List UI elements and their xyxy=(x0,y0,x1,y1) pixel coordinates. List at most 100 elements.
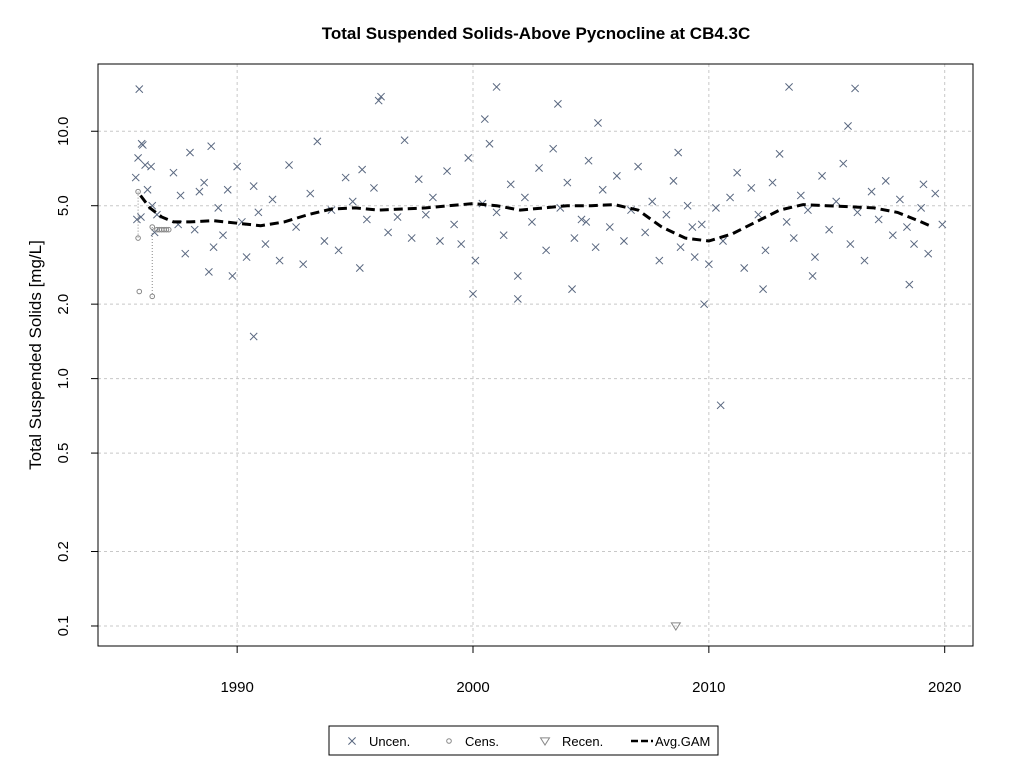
y-tick-label: 2.0 xyxy=(55,294,72,315)
uncensored-point xyxy=(605,223,614,231)
uncensored-point xyxy=(619,237,628,245)
uncensored-point xyxy=(181,249,190,258)
uncensored-point xyxy=(747,183,756,192)
uncensored-point xyxy=(542,246,551,255)
uncensored-point xyxy=(348,197,357,206)
uncensored-point xyxy=(137,139,146,148)
uncensored-point xyxy=(726,193,735,202)
uncensored-point xyxy=(844,122,852,130)
uncensored-point xyxy=(676,243,685,252)
uncensored-point xyxy=(400,136,409,145)
uncensored-point xyxy=(874,215,883,224)
uncensored-point xyxy=(789,234,798,243)
uncensored-point xyxy=(131,173,140,182)
uncensored-point xyxy=(513,294,522,303)
uncensored-point xyxy=(860,256,869,265)
uncensored-point xyxy=(358,165,367,174)
uncensored-point xyxy=(655,256,664,265)
uncensored-point xyxy=(209,243,218,252)
uncensored-point xyxy=(594,119,602,127)
uncensored-point xyxy=(369,183,378,192)
uncensored-point xyxy=(598,185,607,194)
uncensored-point xyxy=(634,162,643,171)
uncensored-point xyxy=(147,162,156,171)
uncensored-point xyxy=(582,217,591,226)
uncensored-point xyxy=(917,203,926,212)
uncensored-point xyxy=(697,220,706,229)
uncensored-point xyxy=(355,264,364,272)
x-tick-label: 2000 xyxy=(456,679,489,696)
uncensored-point xyxy=(740,264,749,272)
uncensored-point xyxy=(143,185,152,194)
legend-label-recen: Recen. xyxy=(562,734,603,749)
uncensored-point xyxy=(568,285,577,294)
uncensored-point xyxy=(195,187,204,196)
uncensored-point xyxy=(214,203,223,212)
uncensored-point xyxy=(853,208,862,217)
uncensored-point xyxy=(716,401,725,410)
legend-cens-icon xyxy=(446,738,452,744)
gam-curve xyxy=(139,194,934,243)
uncensored-point xyxy=(384,228,393,237)
uncensored-point xyxy=(648,197,657,206)
uncensored-point xyxy=(219,231,227,240)
uncensored-point xyxy=(808,272,817,280)
uncensored-point xyxy=(641,228,650,237)
uncensored-point xyxy=(662,210,671,219)
uncensored-point xyxy=(811,253,819,262)
uncensored-point xyxy=(674,148,683,157)
uncensored-point xyxy=(919,180,928,189)
uncensored-point xyxy=(669,176,678,185)
uncensored-point xyxy=(249,182,258,191)
uncensored-point xyxy=(341,173,350,182)
uncensored-point xyxy=(228,272,237,280)
uncensored-point xyxy=(785,83,793,91)
uncensored-point xyxy=(888,231,897,240)
uncensored-point xyxy=(492,208,501,217)
uncensored-point xyxy=(570,234,579,243)
uncensored-point xyxy=(275,256,284,265)
uncensored-point xyxy=(938,220,947,229)
uncensored-point xyxy=(683,201,692,210)
uncensored-point xyxy=(485,139,494,148)
legend-label-cens: Cens. xyxy=(465,734,499,749)
uncensored-point xyxy=(200,178,209,187)
recensored-point xyxy=(670,622,682,631)
uncensored-point xyxy=(414,175,423,184)
uncensored-point xyxy=(428,193,437,202)
uncensored-point xyxy=(839,159,848,168)
y-tick-label: 0.2 xyxy=(55,541,72,562)
uncensored-point xyxy=(223,185,232,194)
uncensored-point xyxy=(910,240,918,248)
uncensored-point xyxy=(818,171,827,180)
uncensored-point xyxy=(285,161,293,170)
uncensored-point xyxy=(469,289,477,298)
censored-point xyxy=(165,226,172,233)
uncensored-point xyxy=(535,164,543,172)
uncensored-point xyxy=(513,272,522,280)
uncensored-point xyxy=(759,285,768,294)
uncensored-point xyxy=(775,149,784,158)
uncensored-point xyxy=(577,215,586,224)
uncensored-point xyxy=(553,99,562,108)
uncensored-point xyxy=(169,168,178,177)
uncensored-point xyxy=(506,180,515,189)
uncensored-point xyxy=(591,243,600,252)
uncensored-point xyxy=(204,267,213,276)
uncensored-point xyxy=(393,213,402,221)
uncensored-point xyxy=(471,256,480,265)
uncensored-point xyxy=(924,249,933,258)
uncensored-point xyxy=(268,195,277,204)
uncensored-point xyxy=(480,115,489,124)
uncensored-point xyxy=(825,225,834,234)
uncensored-point xyxy=(421,210,430,219)
gam-line xyxy=(139,194,934,243)
uncensored-point xyxy=(313,137,322,146)
uncensored-point xyxy=(768,178,777,187)
uncensored-point xyxy=(299,260,308,269)
uncensored-point xyxy=(407,234,416,243)
uncensored-point xyxy=(612,171,621,180)
uncensored-point xyxy=(832,197,841,206)
uncensored-point xyxy=(141,161,150,170)
data-points xyxy=(131,83,947,631)
